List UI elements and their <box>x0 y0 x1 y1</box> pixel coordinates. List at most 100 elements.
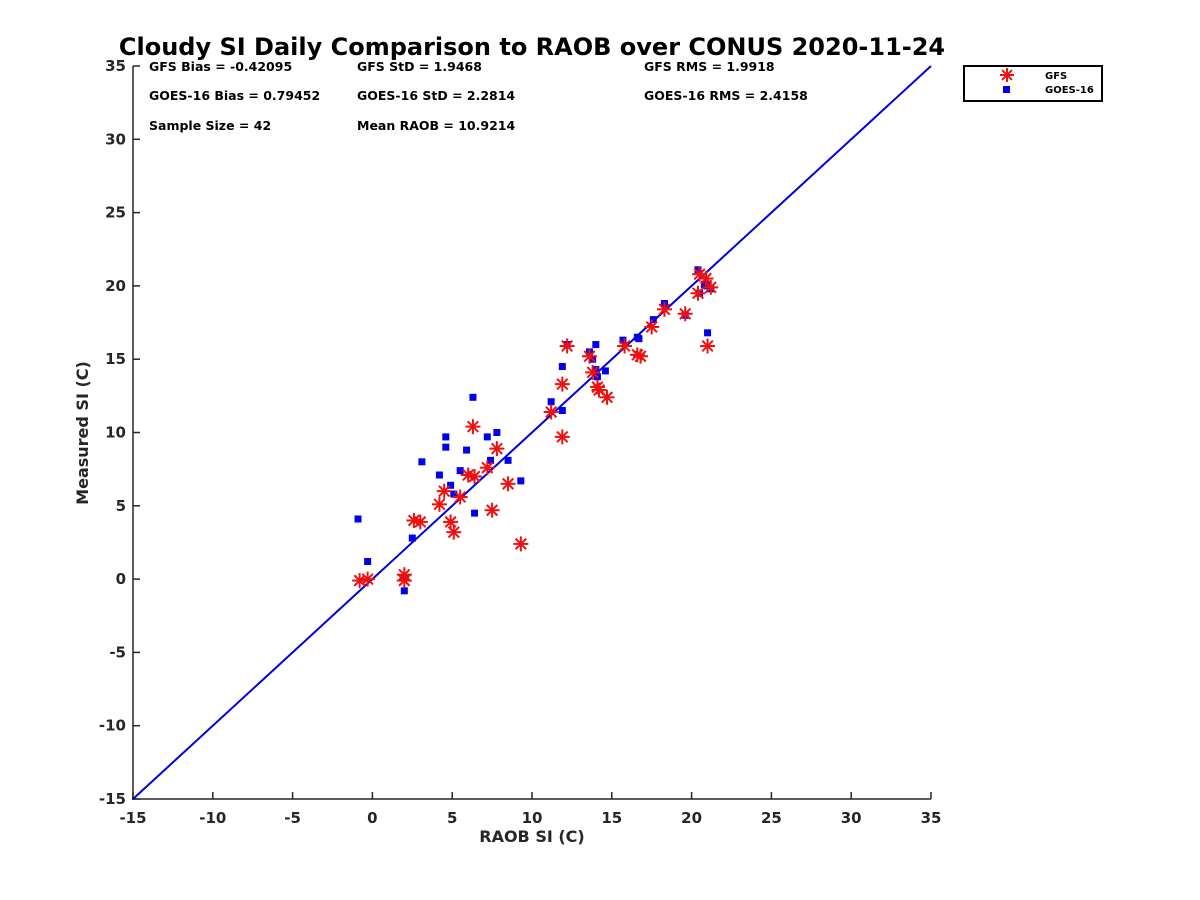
x-tick-label: 25 <box>761 809 782 827</box>
legend: GFS GOES-16 <box>963 65 1103 102</box>
stat-mean-raob: Mean RAOB = 10.9214 <box>357 118 515 133</box>
goes16-point <box>400 587 408 595</box>
goes16-point <box>408 534 416 542</box>
goes16-point <box>483 433 491 441</box>
goes16-point <box>592 341 600 349</box>
y-tick-label: -15 <box>99 790 126 808</box>
gfs-point <box>446 524 462 540</box>
gfs-point <box>700 338 716 354</box>
legend-box <box>963 65 1103 102</box>
goes16-point <box>463 446 471 454</box>
x-tick-label: 35 <box>921 809 942 827</box>
gfs-point <box>543 404 559 420</box>
gfs-point <box>465 419 481 435</box>
x-tick-label: 30 <box>841 809 862 827</box>
goes16-point <box>601 367 609 375</box>
stat-gfs-rms: GFS RMS = 1.9918 <box>644 59 775 74</box>
goes16-point <box>517 477 525 485</box>
goes16-point <box>442 433 450 441</box>
y-tick-label: -10 <box>99 717 126 735</box>
goes16-point <box>471 509 479 517</box>
y-tick-label: -5 <box>109 643 126 661</box>
gfs-point <box>656 301 672 317</box>
y-tick-label: 25 <box>105 204 126 222</box>
x-tick-label: 20 <box>681 809 702 827</box>
gfs-point <box>585 364 601 380</box>
gfs-point <box>581 348 597 364</box>
y-tick-label: 10 <box>105 424 126 442</box>
gfs-point <box>644 319 660 335</box>
y-axis-label: Measured SI (C) <box>73 361 92 505</box>
goes16-point <box>493 429 501 436</box>
goes16-point <box>619 336 627 344</box>
goes16-point <box>558 363 566 371</box>
gfs-point <box>513 536 529 552</box>
stat-gfs-bias: GFS Bias = -0.42095 <box>149 59 292 74</box>
gfs-point <box>633 348 649 364</box>
goes16-point <box>450 490 458 498</box>
x-tick-label: 0 <box>367 809 377 827</box>
gfs-point <box>554 376 570 392</box>
gfs-point <box>500 476 516 492</box>
gfs-point <box>690 285 706 301</box>
gfs-point <box>467 468 483 484</box>
gfs-point <box>479 460 495 476</box>
goes16-point <box>435 471 443 479</box>
x-axis-label: RAOB SI (C) <box>479 827 584 846</box>
stat-gfs-std: GFS StD = 1.9468 <box>357 59 482 74</box>
stat-goes-bias: GOES-16 Bias = 0.79452 <box>149 88 320 103</box>
gfs-point <box>436 483 452 499</box>
gfs-point <box>412 514 428 530</box>
gfs-point <box>431 496 447 512</box>
goes16-point <box>487 456 495 464</box>
goes16-point <box>547 398 555 406</box>
x-tick-label: 10 <box>522 809 543 827</box>
goes16-point <box>649 316 657 324</box>
goes16-point <box>694 266 702 274</box>
x-tick-label: 5 <box>447 809 457 827</box>
goes16-point <box>442 443 450 451</box>
x-tick-label: -15 <box>119 809 146 827</box>
gfs-point <box>703 279 719 295</box>
y-tick-label: 30 <box>105 130 126 148</box>
stat-goes-std: GOES-16 StD = 2.2814 <box>357 88 515 103</box>
gfs-point <box>484 502 500 518</box>
stat-goes-rms: GOES-16 RMS = 2.4158 <box>644 88 808 103</box>
goes16-point <box>504 456 512 464</box>
goes16-point <box>469 393 477 401</box>
x-tick-label: -10 <box>199 809 226 827</box>
goes16-point <box>418 458 426 466</box>
legend-gfs-label: GFS <box>1045 71 1067 82</box>
stats-annotations: GFS Bias = -0.42095 GFS StD = 1.9468 GFS… <box>149 59 808 133</box>
x-tick-label: -5 <box>284 809 301 827</box>
goes16-point <box>635 335 643 343</box>
y-tick-label: 0 <box>116 570 126 588</box>
legend-gfs-marker <box>1000 68 1014 82</box>
y-tick-label: 35 <box>105 57 126 75</box>
gfs-point <box>591 382 607 398</box>
gfs-point <box>698 271 714 287</box>
legend-goes-marker <box>1003 86 1010 93</box>
gfs-point <box>599 389 615 405</box>
chart-title: Cloudy SI Daily Comparison to RAOB over … <box>119 33 945 61</box>
gfs-point <box>360 571 376 587</box>
goes16-point <box>558 407 566 415</box>
gfs-point <box>489 441 505 457</box>
gfs-point <box>452 489 468 505</box>
y-tick-label: 5 <box>116 497 126 515</box>
goes16-point <box>456 467 464 475</box>
one-to-one-line <box>132 65 932 800</box>
goes16-point <box>354 515 362 523</box>
plot-area: -15 -10 -5 0 5 10 15 20 25 30 35 -15 -10 -5 0 5 10 15 20 25… <box>99 57 942 827</box>
gfs-point <box>443 514 459 530</box>
gfs-point <box>559 338 575 354</box>
gfs-point <box>554 429 570 445</box>
legend-goes-label: GOES-16 <box>1045 85 1094 96</box>
gfs-point <box>352 573 368 589</box>
goes16-point <box>704 329 712 337</box>
stat-sample-size: Sample Size = 42 <box>149 118 271 133</box>
y-tick-label: 15 <box>105 350 126 368</box>
y-tick-label: 20 <box>105 277 126 295</box>
gfs-point <box>677 306 693 322</box>
